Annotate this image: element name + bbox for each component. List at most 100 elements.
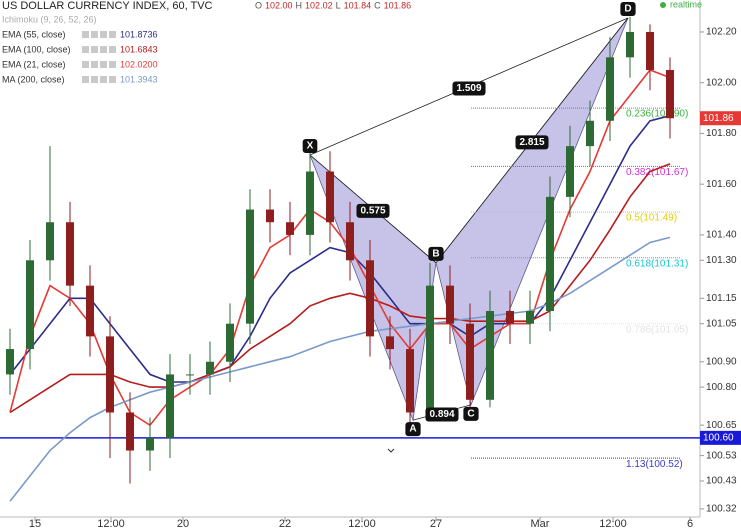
ohlc-key: C — [374, 0, 381, 10]
candle-body — [566, 146, 574, 197]
fib-label: 0.382(101.67) — [626, 167, 688, 178]
legend-name: EMA (100, close) — [2, 44, 71, 54]
chevron — [387, 448, 395, 453]
candle-body — [206, 361, 214, 375]
pattern-ratio-box — [356, 203, 390, 218]
legend-icon — [100, 76, 107, 83]
ohlc-key: H — [296, 0, 303, 10]
fib-label: 0.236(101.90) — [626, 109, 688, 120]
legend-icon — [82, 31, 89, 38]
y-tick-label: 101.80 — [706, 128, 737, 139]
candle-body — [226, 323, 234, 362]
y-tick-label: 100.53 — [706, 450, 737, 461]
pattern-ratio-box — [515, 135, 549, 150]
last-price-label-box — [700, 111, 741, 126]
pattern-point-label: X — [307, 141, 314, 152]
candle-body — [346, 222, 354, 261]
y-tick-label: 100.65 — [706, 420, 737, 431]
y-tick-label: 100.80 — [706, 382, 737, 393]
indicator-line — [9, 236, 671, 502]
x-tick-label: 6 — [687, 518, 693, 529]
candle-body — [246, 209, 254, 324]
x-tick-label: 20 — [177, 518, 189, 529]
y-tick-label: 101.15 — [706, 293, 737, 304]
legend-icon — [82, 76, 89, 83]
candle-body — [586, 120, 594, 147]
x-tick-label: 15 — [29, 518, 41, 529]
chart-title: US DOLLAR CURRENCY INDEX, 60, TVC — [2, 0, 213, 12]
legend-value: 101.8736 — [120, 29, 158, 39]
pattern-ratio: 1.509 — [456, 83, 481, 94]
ohlc-key: L — [336, 0, 341, 10]
candle-body — [526, 311, 534, 324]
candle-body — [646, 31, 654, 71]
legend-icon — [91, 76, 98, 83]
candle-body — [426, 285, 434, 413]
candle-body — [366, 260, 374, 337]
candle-body — [306, 171, 314, 235]
legend-icon — [91, 31, 98, 38]
candle-body — [66, 222, 74, 286]
legend-value: 101.3943 — [120, 74, 158, 84]
candle-body — [486, 311, 494, 400]
candle-body — [626, 31, 634, 58]
legend-icon — [100, 61, 107, 68]
candle-body — [266, 209, 274, 223]
candle-body — [286, 222, 294, 235]
legend-name: EMA (21, close) — [2, 59, 66, 69]
legend-icon — [109, 61, 116, 68]
hline-price-label-box — [700, 430, 741, 445]
legend-icon — [100, 46, 107, 53]
legend-icon — [109, 46, 116, 53]
pattern-ratio: 0.894 — [429, 409, 454, 420]
pattern-point-label-box — [428, 246, 444, 261]
x-tick-label: 12:00 — [97, 518, 125, 529]
candle-body — [546, 196, 554, 312]
candle-body — [466, 323, 474, 400]
x-tick-label: 12:00 — [599, 518, 627, 529]
fib-label: 0.5(101.49) — [626, 213, 677, 224]
pattern-point-label: A — [409, 424, 416, 435]
legend-icon — [100, 31, 107, 38]
pattern-point-label: B — [432, 248, 439, 259]
fib-label: 1.13(100.52) — [626, 459, 683, 470]
y-tick-label: 100.32 — [706, 504, 737, 515]
candle-body — [406, 349, 414, 413]
legend-icon — [82, 46, 89, 53]
fib-label: 0.786(101.05) — [626, 324, 688, 335]
x-tick-label: 27 — [430, 518, 442, 529]
candle-body — [126, 412, 134, 451]
x-tick-label: 12:00 — [348, 518, 376, 529]
legend-icon — [82, 61, 89, 68]
hline-price-label: 100.60 — [703, 432, 734, 443]
candle-body — [506, 311, 514, 324]
pattern-ratio: 2.815 — [519, 137, 544, 148]
y-tick-label: 101.60 — [706, 179, 737, 190]
legend-icon — [109, 76, 116, 83]
pattern-point-label-box — [302, 138, 318, 153]
legend-value: 102.0200 — [120, 59, 158, 69]
candle-body — [386, 336, 394, 350]
legend-value: 101.6843 — [120, 44, 158, 54]
candle-body — [446, 285, 454, 324]
ohlc-value: 102.02 — [305, 0, 333, 10]
legend-name: EMA (55, close) — [2, 29, 66, 39]
legend-icon — [91, 46, 98, 53]
pattern-point-label-box — [463, 406, 479, 421]
candle-body — [86, 285, 94, 337]
ohlc-key: O — [255, 0, 262, 10]
status: realtime — [670, 0, 702, 9]
candle-body — [326, 171, 334, 223]
fib-label: 0.618(101.31) — [626, 258, 688, 269]
x-tick-label: 22 — [279, 518, 291, 529]
status-dot — [660, 2, 666, 8]
legend-name: MA (200, close) — [2, 74, 65, 84]
pattern-ratio-box — [452, 81, 486, 96]
indicator-line — [9, 69, 671, 427]
y-tick-label: 101.30 — [706, 255, 737, 266]
pattern-point-label: D — [624, 4, 631, 15]
legend-icon — [91, 61, 98, 68]
y-tick-label: 101.40 — [706, 230, 737, 241]
pattern-point-label-box — [405, 422, 421, 437]
